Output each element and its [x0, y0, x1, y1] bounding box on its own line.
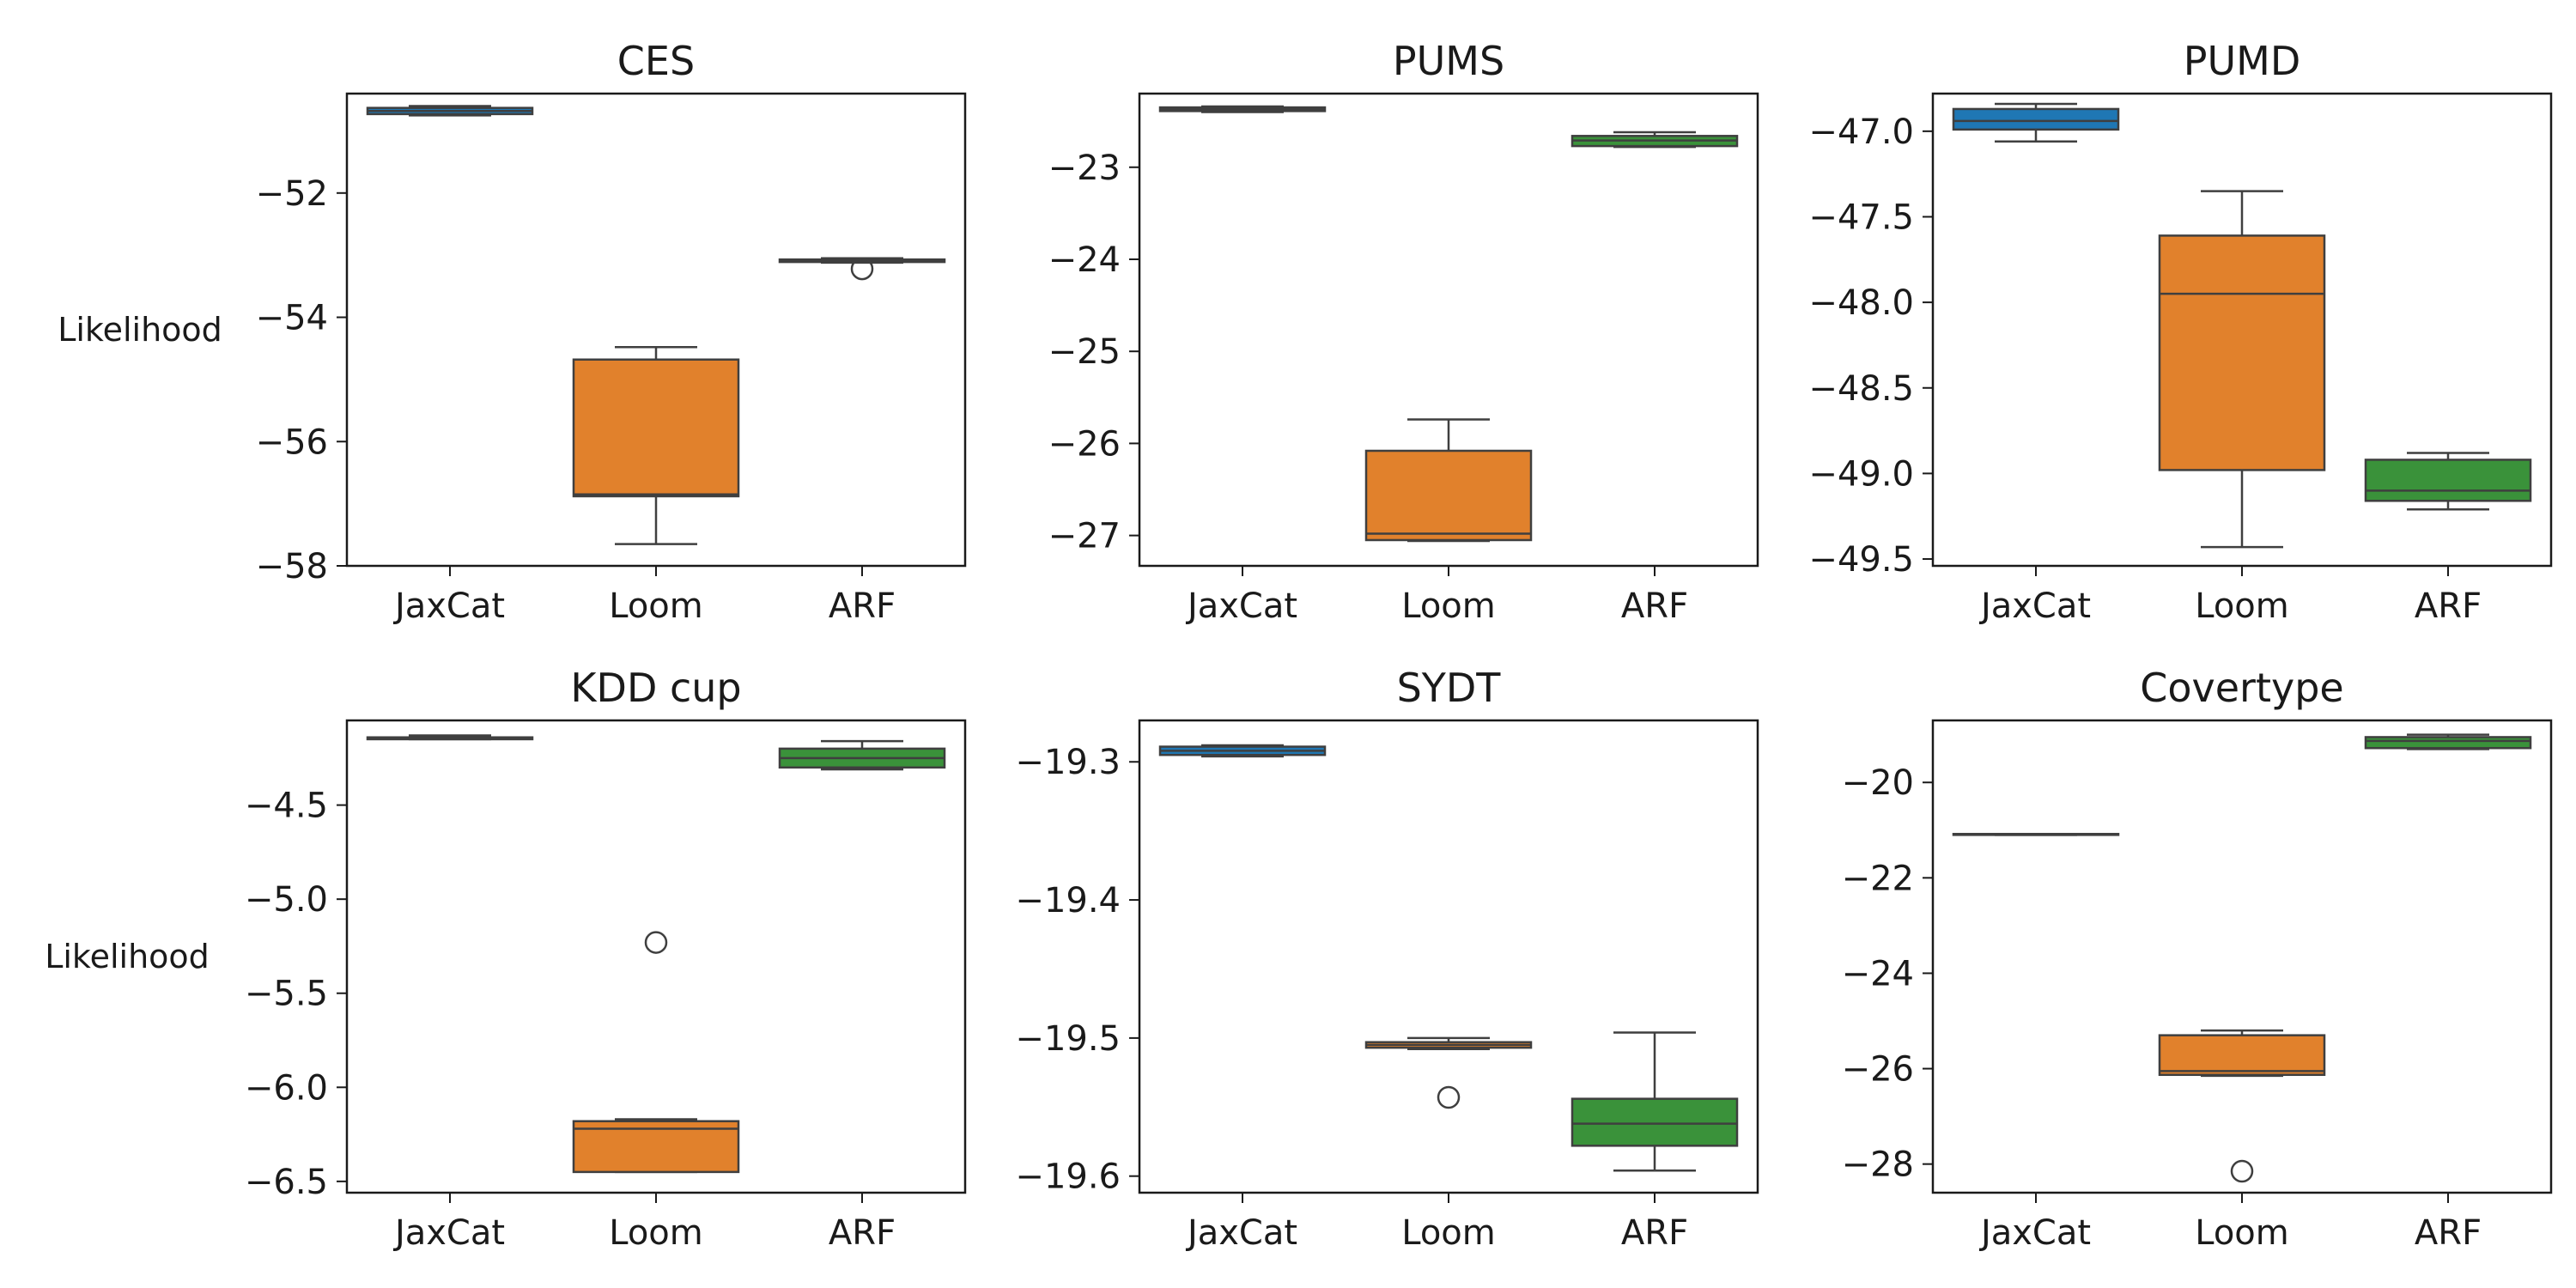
box-loom: [2158, 1029, 2326, 1183]
x-tick-label: JaxCat: [1185, 586, 1297, 626]
x-tick-label: Loom: [609, 1213, 703, 1253]
panel-covertype: Covertype −20 −22 −24 −26 −28 JaxCat Loom ARF: [1842, 665, 2553, 1253]
iqr-box: [2364, 736, 2532, 750]
outlier-point: [644, 931, 668, 954]
x-tick-label: Loom: [1401, 1213, 1496, 1253]
panel-title: CES: [617, 38, 695, 84]
outlier-point: [850, 257, 874, 281]
y-tick-label: −22: [1842, 859, 1914, 898]
panel-ces: CES Likelihood −52 −54 −56 −58 JaxCat Loom ARF: [58, 38, 967, 626]
y-axis-label: Likelihood: [58, 311, 222, 349]
panel-title: PUMD: [2184, 38, 2301, 84]
y-tick-label: −23: [1048, 149, 1121, 188]
x-tick-label: ARF: [2415, 586, 2482, 626]
iqr-box: [2364, 459, 2532, 502]
iqr-box: [2158, 234, 2326, 471]
panel-pums: PUMS −23 −24 −25 −26 −27 JaxCat Loom ARF: [1048, 38, 1759, 626]
y-tick-label: −28: [1842, 1145, 1914, 1185]
y-tick-label: −49.0: [1808, 454, 1914, 494]
y-tick-label: −47.0: [1808, 112, 1914, 152]
x-tick-label: Loom: [1401, 586, 1496, 626]
box-arf: [778, 739, 946, 771]
x-tick-label: ARF: [1621, 1213, 1688, 1253]
box-loom: [1364, 418, 1533, 543]
y-tick-label: −56: [256, 422, 328, 462]
box-jaxcat: [1158, 744, 1327, 758]
iqr-box: [1952, 107, 2120, 131]
iqr-box: [1364, 449, 1533, 542]
box-jaxcat: [1952, 832, 2120, 836]
panel-title: KDD cup: [570, 665, 741, 711]
y-tick-label: −4.5: [245, 787, 328, 826]
panel-title: SYDT: [1397, 665, 1502, 711]
box-arf: [2364, 452, 2532, 511]
y-tick-label: −19.5: [1015, 1019, 1121, 1059]
y-tick-label: −20: [1842, 763, 1914, 803]
iqr-box: [2158, 1034, 2326, 1077]
box-loom: [1364, 1036, 1533, 1109]
y-tick-label: −19.3: [1015, 743, 1121, 782]
y-tick-label: −58: [256, 547, 328, 586]
y-tick-label: −26: [1048, 424, 1121, 464]
y-tick-label: −48.5: [1808, 369, 1914, 409]
y-tick-label: −6.0: [245, 1068, 328, 1108]
outlier-point: [2230, 1159, 2254, 1183]
x-tick-label: ARF: [1621, 586, 1688, 626]
box-jaxcat: [366, 105, 534, 117]
x-tick-label: JaxCat: [1978, 1213, 2091, 1253]
x-tick-label: ARF: [829, 586, 896, 626]
box-jaxcat: [366, 734, 534, 741]
y-tick-label: −47.5: [1808, 197, 1914, 237]
y-tick-label: −5.0: [245, 880, 328, 920]
x-tick-label: ARF: [829, 1213, 896, 1253]
box-loom: [572, 931, 740, 1174]
y-tick-label: −24: [1842, 954, 1914, 993]
x-tick-label: Loom: [2195, 586, 2289, 626]
y-tick-label: −48.0: [1808, 283, 1914, 323]
box-loom: [572, 346, 740, 545]
y-tick-label: −26: [1842, 1050, 1914, 1090]
panel-pumd: PUMD −47.0 −47.5 −48.0 −48.5 −49.0 −49.5 JaxCat…: [1808, 38, 2553, 626]
panel-sydt: SYDT −19.3 −19.4 −19.5 −19.6 JaxCat Loom ARF: [1015, 665, 1759, 1253]
y-tick-label: −27: [1048, 517, 1121, 556]
box-jaxcat: [1158, 105, 1327, 113]
axes-frame: [1931, 719, 2553, 1194]
y-tick-label: −49.5: [1808, 540, 1914, 580]
box-jaxcat: [1952, 102, 2120, 143]
panel-kdd-cup: KDD cup Likelihood −4.5 −5.0 −5.5 −6.0 −6.5 Jax…: [45, 665, 967, 1253]
x-tick-label: ARF: [2415, 1213, 2482, 1253]
x-tick-label: JaxCat: [392, 586, 505, 626]
y-tick-label: −19.4: [1015, 881, 1121, 920]
x-tick-label: Loom: [2195, 1213, 2289, 1253]
box-arf: [1571, 1031, 1739, 1172]
y-tick-label: −25: [1048, 332, 1121, 372]
panel-title: Covertype: [2140, 665, 2343, 711]
y-tick-label: −52: [256, 174, 328, 214]
panel-title: PUMS: [1393, 38, 1504, 84]
x-tick-label: JaxCat: [392, 1213, 505, 1253]
y-tick-label: −6.5: [245, 1163, 328, 1202]
x-tick-label: JaxCat: [1185, 1213, 1297, 1253]
y-axis-label: Likelihood: [45, 938, 210, 975]
x-tick-label: Loom: [609, 586, 703, 626]
y-tick-label: −54: [256, 299, 328, 338]
y-tick-label: −19.6: [1015, 1157, 1121, 1197]
y-tick-label: −24: [1048, 240, 1121, 280]
box-arf: [778, 257, 946, 281]
box-arf: [1571, 131, 1739, 149]
y-tick-label: −5.5: [245, 975, 328, 1014]
outlier-point: [1437, 1085, 1461, 1109]
box-loom: [2158, 190, 2326, 549]
iqr-box: [572, 358, 740, 498]
box-arf: [2364, 733, 2532, 750]
x-tick-label: JaxCat: [1978, 586, 2091, 626]
iqr-box: [1571, 1097, 1739, 1147]
